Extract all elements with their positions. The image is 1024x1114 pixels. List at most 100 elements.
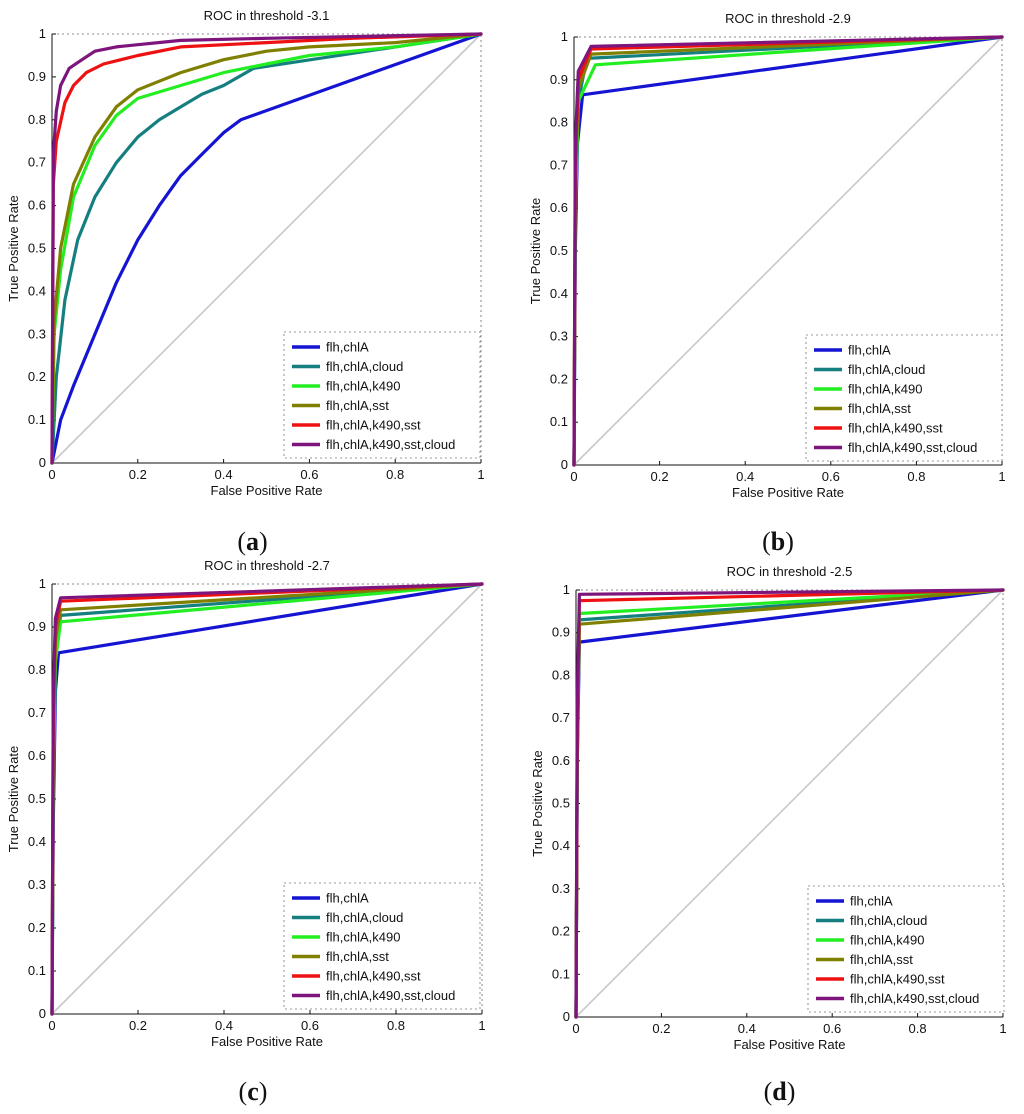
y-tick-label: 0.8 [28, 112, 46, 127]
series-line-5 [50, 32, 483, 465]
x-tick-label: 0.4 [738, 1021, 756, 1036]
y-tick-label: 0 [39, 1006, 46, 1021]
legend: flh,chlA flh,chlA,cloud flh,chlA,k490 flh,c… [807, 885, 1005, 1013]
y-tick-label: 0.8 [552, 667, 570, 682]
x-tick-label: 1 [477, 467, 484, 482]
series-line-1 [50, 32, 483, 465]
y-tick-label: 0.7 [552, 710, 570, 725]
legend-label: flh,chlA,k490 [850, 933, 924, 948]
y-tick-label: 0.2 [550, 371, 568, 386]
y-tick-label: 0.2 [552, 924, 570, 939]
y-tick-label: 0.1 [552, 966, 570, 981]
y-tick-label: 0.5 [550, 243, 568, 258]
series-line-6 [572, 35, 1004, 467]
x-tick-label: 0.8 [909, 1021, 927, 1036]
series-line-6 [50, 32, 483, 465]
x-tick-label: 1 [478, 1018, 485, 1033]
y-tick-label: 0.9 [28, 69, 46, 84]
x-tick-label: 0 [48, 467, 55, 482]
legend-label: flh,chlA [326, 340, 369, 355]
legend-label: flh,chlA [850, 894, 893, 909]
y-tick-label: 0.1 [28, 412, 46, 427]
diagonal-reference-line [575, 589, 1004, 1018]
x-tick-label: 0.6 [301, 1018, 319, 1033]
x-tick-label: 0.4 [215, 467, 233, 482]
x-tick-label: 1 [999, 1021, 1006, 1036]
diagonal-reference-line [51, 33, 482, 464]
legend: flh,chlA flh,chlA,cloud flh,chlA,k490 flh,c… [805, 334, 1003, 462]
legend-label: flh,chlA,k490,sst,cloud [326, 437, 455, 452]
y-tick-label: 0.5 [28, 241, 46, 256]
diagonal-reference-line [51, 583, 483, 1015]
y-tick-label: 0.3 [550, 329, 568, 344]
y-tick-label: 0.9 [28, 619, 46, 634]
chart-title: ROC in threshold -3.1 [204, 8, 330, 23]
legend-label: flh,chlA,k490,sst,cloud [850, 991, 979, 1006]
y-tick-label: 0.6 [552, 753, 570, 768]
series-line-4 [50, 32, 483, 465]
y-tick-label: 0.5 [28, 791, 46, 806]
panel-caption: (a) [237, 527, 267, 556]
x-tick-label: 1 [998, 469, 1005, 484]
legend-label: flh,chlA,k490,sst,cloud [326, 988, 455, 1003]
x-axis-label: False Positive Rate [211, 483, 323, 498]
y-tick-label: 1 [39, 576, 46, 591]
roc-panel-d: 0 0.1 0.2 0.3 0.4 0.5 0.6 0.7 0.8 0.9 1 0 0.2 0.4 0.6 0… [530, 564, 1007, 1106]
roc-panel-a: 0 0.1 0.2 0.3 0.4 0.5 0.6 0.7 0.8 0.9 1 0 0.2 0.4 0.6 0… [6, 8, 485, 556]
legend-label: flh,chlA,k490,sst [326, 969, 421, 984]
series-line-2 [50, 32, 483, 465]
legend-label: flh,chlA,k490 [326, 930, 400, 945]
legend-label: flh,chlA,k490,sst [850, 972, 945, 987]
series-line-3 [50, 32, 483, 465]
x-tick-label: 0.8 [387, 1018, 405, 1033]
x-tick-label: 0.6 [823, 1021, 841, 1036]
y-tick-label: 0.1 [28, 963, 46, 978]
series-line-6 [574, 588, 1005, 1019]
legend-label: flh,chlA,k490 [326, 379, 400, 394]
x-tick-label: 0.8 [386, 467, 404, 482]
legend-label: flh,chlA,sst [848, 401, 911, 416]
y-tick-label: 0.5 [552, 796, 570, 811]
x-tick-label: 0.2 [129, 467, 147, 482]
panel-caption: (b) [762, 527, 794, 556]
legend-label: flh,chlA,cloud [326, 359, 403, 374]
y-axis-label: True Positive Rate [6, 746, 21, 852]
legend-label: flh,chlA [848, 343, 891, 358]
x-tick-label: 0 [572, 1021, 579, 1036]
x-tick-label: 0.2 [652, 1021, 670, 1036]
y-tick-label: 0.7 [28, 155, 46, 170]
x-tick-label: 0.8 [907, 469, 925, 484]
series-line-6 [50, 582, 484, 1016]
legend-label: flh,chlA,k490,sst,cloud [848, 440, 977, 455]
x-tick-label: 0.2 [129, 1018, 147, 1033]
roc-panel-c: 0 0.1 0.2 0.3 0.4 0.5 0.6 0.7 0.8 0.9 1 0 0.2 0.4 0.6 0… [6, 558, 486, 1106]
legend-box [807, 885, 1005, 1013]
y-axis-label: True Positive Rate [6, 195, 21, 301]
y-axis-label: True Positive Rate [528, 198, 543, 304]
y-tick-label: 0.1 [550, 414, 568, 429]
legend-label: flh,chlA,cloud [326, 910, 403, 925]
y-tick-label: 0.9 [550, 72, 568, 87]
legend-label: flh,chlA,k490 [848, 382, 922, 397]
y-tick-label: 0.4 [28, 283, 46, 298]
x-axis-label: False Positive Rate [734, 1037, 846, 1052]
y-tick-label: 0.6 [28, 748, 46, 763]
legend-box [805, 334, 1003, 462]
legend: flh,chlA flh,chlA,cloud flh,chlA,k490 flh,c… [283, 882, 481, 1010]
y-tick-label: 0.9 [552, 625, 570, 640]
y-tick-label: 0.6 [28, 198, 46, 213]
y-tick-label: 0.4 [552, 838, 570, 853]
legend-label: flh,chlA,sst [850, 952, 913, 967]
y-tick-label: 1 [561, 29, 568, 44]
x-axis-label: False Positive Rate [211, 1034, 323, 1049]
legend: flh,chlA flh,chlA,cloud flh,chlA,k490 flh,c… [283, 331, 481, 459]
y-tick-label: 0.8 [28, 662, 46, 677]
y-tick-label: 0.4 [550, 286, 568, 301]
y-tick-label: 0.8 [550, 115, 568, 130]
legend-label: flh,chlA,sst [326, 949, 389, 964]
panel-caption: (d) [764, 1077, 796, 1106]
x-axis-label: False Positive Rate [732, 485, 844, 500]
y-tick-label: 0 [39, 455, 46, 470]
x-tick-label: 0 [570, 469, 577, 484]
